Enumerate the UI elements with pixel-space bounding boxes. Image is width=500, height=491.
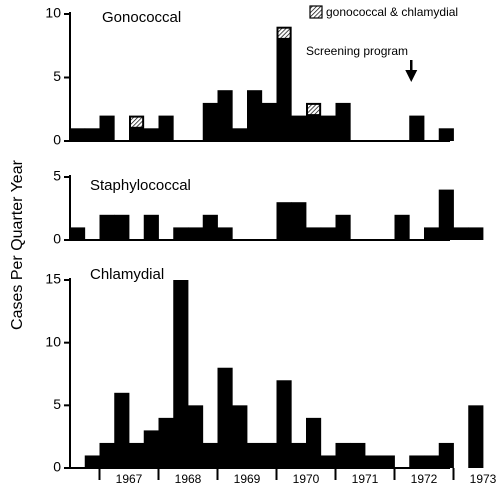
bar [70, 128, 86, 141]
bar [188, 227, 204, 240]
x-tick-label: 1971 [352, 472, 379, 486]
bar [261, 442, 277, 468]
bar [276, 26, 292, 142]
y-tick-label: 0 [53, 132, 61, 148]
bar [217, 90, 233, 141]
bar [143, 128, 159, 141]
bar [217, 367, 233, 468]
bar [70, 227, 86, 240]
bar [173, 280, 189, 468]
bar [173, 227, 189, 240]
y-tick-label: 5 [53, 396, 61, 412]
bar [453, 227, 469, 240]
bar [232, 128, 248, 141]
bar [114, 392, 130, 468]
bar [261, 102, 277, 141]
x-tick-label: 1970 [293, 472, 320, 486]
y-tick-label: 0 [53, 459, 61, 475]
bar [409, 115, 425, 141]
panel-gonococcal: 0 5 10 Gonococcal gonococcal & chlamydial Scr… [45, 5, 458, 148]
bar [276, 202, 292, 240]
bar [306, 227, 322, 240]
bar [335, 102, 351, 141]
y-tick-label: 10 [45, 333, 61, 349]
bar [291, 115, 307, 141]
panel-title-chlamydial: Chlamydial [90, 266, 164, 283]
bar [291, 202, 307, 240]
bar [379, 455, 395, 468]
x-tick-label: 1973 [470, 472, 497, 486]
bar [202, 102, 218, 141]
panel-staphylococcal: 0 5 Staphylococcal [53, 168, 484, 247]
bar [114, 214, 130, 240]
bar [438, 189, 454, 240]
bar [247, 90, 263, 141]
bar [99, 115, 115, 141]
bar [409, 455, 425, 468]
bar [202, 442, 218, 468]
bar [468, 405, 484, 468]
bar [438, 128, 454, 141]
bar [306, 417, 322, 468]
bar [188, 405, 204, 468]
bar [217, 227, 233, 240]
x-tick-label: 1972 [411, 472, 438, 486]
bar [291, 442, 307, 468]
bar [143, 214, 159, 240]
panels: 0 5 10 Gonococcal gonococcal & chlamydial Scr… [45, 5, 484, 475]
bar [99, 442, 115, 468]
bar [320, 115, 336, 141]
bar [335, 214, 351, 240]
bar [438, 442, 454, 468]
x-tick-label: 1967 [116, 472, 143, 486]
panel-title-staphylococcal: Staphylococcal [90, 177, 191, 194]
legend-label-combined: gonococcal & chlamydial [326, 5, 458, 19]
bar [84, 128, 100, 141]
annotation-arrow-icon [405, 60, 418, 82]
bar [84, 455, 100, 468]
bar-combined-segment [277, 27, 291, 39]
bar [158, 417, 174, 468]
y-tick-label: 5 [53, 68, 61, 84]
bar-combined-segment [130, 116, 144, 128]
bar [468, 227, 484, 240]
bar [424, 227, 440, 240]
bar [365, 455, 381, 468]
bar [247, 442, 263, 468]
bar [99, 214, 115, 240]
panel-title-gonococcal: Gonococcal [102, 9, 181, 26]
bar [129, 442, 145, 468]
legend-swatch-combined [309, 5, 323, 19]
bar [158, 115, 174, 141]
y-tick-label: 0 [53, 231, 61, 247]
bar [320, 227, 336, 240]
y-tick-label: 10 [45, 5, 61, 21]
bar [350, 442, 366, 468]
annotation-screening-program: Screening program [306, 44, 408, 58]
bar [424, 455, 440, 468]
y-tick-label: 5 [53, 168, 61, 184]
x-tick-label: 1969 [234, 472, 261, 486]
bar [143, 430, 159, 468]
bar [202, 214, 218, 240]
x-axis: 1967 1968 1969 1970 1971 1972 1973 [98, 468, 497, 486]
y-tick-label: 15 [45, 271, 61, 287]
bar [276, 380, 292, 468]
bar-combined-segment [307, 103, 321, 116]
bar [232, 405, 248, 468]
x-tick-label: 1968 [175, 472, 202, 486]
bar [335, 442, 351, 468]
y-axis-label: Cases Per Quarter Year [9, 159, 26, 330]
bar [320, 455, 336, 468]
panel-chlamydial: 0 5 10 15 Chlamydial [45, 266, 484, 475]
bar [394, 214, 410, 240]
